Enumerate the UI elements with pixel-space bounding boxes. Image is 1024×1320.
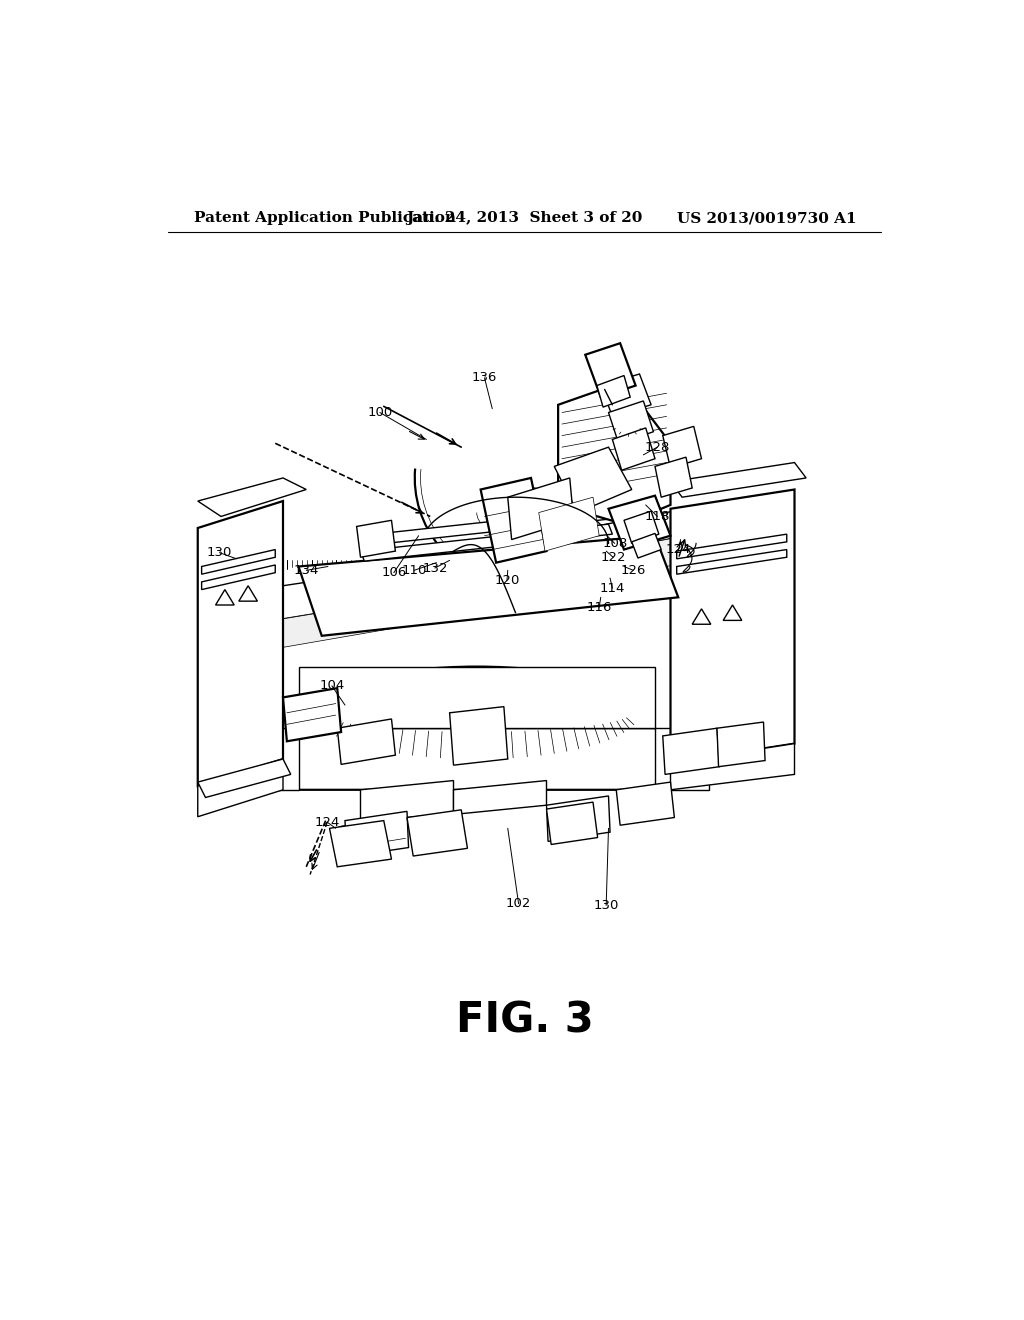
Text: 136: 136: [472, 371, 498, 384]
Polygon shape: [360, 508, 612, 545]
Polygon shape: [723, 605, 741, 620]
Polygon shape: [655, 457, 692, 498]
Polygon shape: [216, 590, 234, 605]
Polygon shape: [717, 722, 765, 767]
Text: 100: 100: [368, 407, 392, 418]
Text: US 2013/0019730 A1: US 2013/0019730 A1: [677, 211, 856, 226]
Text: 134: 134: [294, 564, 318, 577]
Polygon shape: [597, 376, 630, 407]
Polygon shape: [480, 478, 547, 562]
Polygon shape: [671, 462, 806, 498]
Text: 128: 128: [645, 441, 670, 454]
Polygon shape: [283, 688, 341, 742]
Polygon shape: [330, 821, 391, 867]
Polygon shape: [547, 536, 686, 590]
Text: 118: 118: [645, 510, 670, 523]
Polygon shape: [616, 781, 675, 825]
Polygon shape: [454, 780, 547, 814]
Polygon shape: [586, 343, 636, 397]
Text: 108: 108: [602, 537, 628, 550]
Text: 120: 120: [495, 574, 519, 587]
Polygon shape: [198, 478, 306, 516]
Text: 104: 104: [319, 680, 344, 693]
Text: FIG. 3: FIG. 3: [456, 999, 594, 1041]
Polygon shape: [360, 780, 454, 822]
Polygon shape: [632, 533, 662, 558]
Polygon shape: [360, 524, 612, 561]
Polygon shape: [677, 535, 786, 558]
Polygon shape: [337, 719, 395, 764]
Polygon shape: [239, 586, 257, 601]
Polygon shape: [245, 729, 710, 789]
Polygon shape: [601, 374, 651, 416]
Polygon shape: [198, 759, 291, 797]
Polygon shape: [554, 447, 632, 512]
Polygon shape: [283, 558, 461, 619]
Text: 130: 130: [207, 546, 232, 560]
Text: 110: 110: [401, 564, 427, 577]
Text: Jan. 24, 2013  Sheet 3 of 20: Jan. 24, 2013 Sheet 3 of 20: [407, 211, 643, 226]
Text: 116: 116: [587, 601, 612, 614]
Polygon shape: [407, 810, 467, 855]
Polygon shape: [202, 549, 275, 574]
Polygon shape: [299, 667, 655, 729]
Text: 114: 114: [600, 582, 625, 594]
Polygon shape: [624, 511, 658, 544]
Text: 126: 126: [621, 564, 646, 577]
Polygon shape: [547, 796, 610, 841]
Polygon shape: [299, 536, 678, 636]
Polygon shape: [608, 401, 653, 444]
Polygon shape: [356, 520, 395, 557]
Polygon shape: [663, 426, 701, 469]
Polygon shape: [198, 502, 283, 785]
Polygon shape: [608, 496, 671, 549]
Polygon shape: [671, 490, 795, 763]
Text: 122: 122: [600, 550, 626, 564]
Text: 102: 102: [506, 898, 531, 911]
Text: 124: 124: [314, 816, 340, 829]
Polygon shape: [558, 381, 671, 524]
Text: Patent Application Publication: Patent Application Publication: [194, 211, 456, 226]
Polygon shape: [508, 478, 573, 540]
Polygon shape: [547, 803, 598, 845]
Polygon shape: [202, 565, 275, 590]
Text: 106: 106: [381, 566, 407, 579]
Text: 124: 124: [666, 543, 691, 556]
Polygon shape: [663, 729, 719, 775]
Polygon shape: [655, 729, 710, 789]
Text: 132: 132: [422, 561, 447, 574]
Polygon shape: [671, 743, 795, 789]
Polygon shape: [245, 729, 299, 789]
Polygon shape: [283, 590, 461, 647]
Polygon shape: [677, 549, 786, 574]
Polygon shape: [539, 498, 599, 552]
Polygon shape: [198, 759, 283, 817]
Polygon shape: [547, 508, 686, 562]
Polygon shape: [450, 706, 508, 766]
Polygon shape: [692, 609, 711, 624]
Text: 130: 130: [594, 899, 618, 912]
Polygon shape: [612, 428, 655, 470]
Polygon shape: [345, 812, 409, 857]
